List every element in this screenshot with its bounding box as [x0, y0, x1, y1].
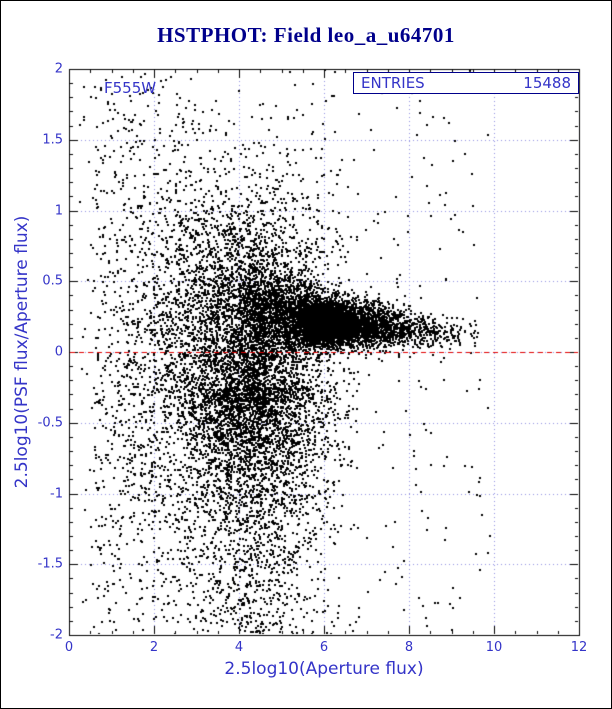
entries-value: 15488	[523, 74, 571, 92]
y-tick-labels: -2 -1.5 -1 -0.5 0 0.5 1 1.5 2	[7, 1, 63, 708]
x-tick-labels: 0 2 4 6 8 10 12	[1, 640, 611, 656]
entries-box: ENTRIES 15488	[353, 72, 579, 94]
y-tick-label: -1	[50, 486, 63, 501]
x-tick-label: 2	[149, 640, 159, 655]
y-tick-label: 2	[54, 61, 63, 77]
y-tick-label: 0	[54, 344, 63, 360]
y-tick-label: -0.5	[37, 415, 63, 431]
filter-label: F555W	[104, 79, 157, 97]
y-tick-label: 0.5	[42, 273, 63, 289]
x-tick-label: 10	[485, 640, 503, 655]
x-tick-label: 8	[404, 640, 414, 655]
y-tick-label: 1	[54, 203, 63, 218]
x-tick-label: 6	[319, 640, 329, 655]
y-axis-label: 2.5log10(PSF flux/Aperture flux)	[12, 215, 32, 489]
x-tick-label: 4	[234, 640, 244, 655]
y-tick-label: -1.5	[37, 556, 63, 572]
entries-label: ENTRIES	[361, 74, 425, 92]
x-tick-label: 0	[64, 640, 74, 655]
x-axis-label: 2.5log10(Aperture flux)	[224, 659, 424, 679]
y-tick-label: -2	[50, 627, 63, 643]
y-tick-label: 1.5	[42, 132, 63, 148]
x-tick-label: 12	[570, 640, 588, 655]
